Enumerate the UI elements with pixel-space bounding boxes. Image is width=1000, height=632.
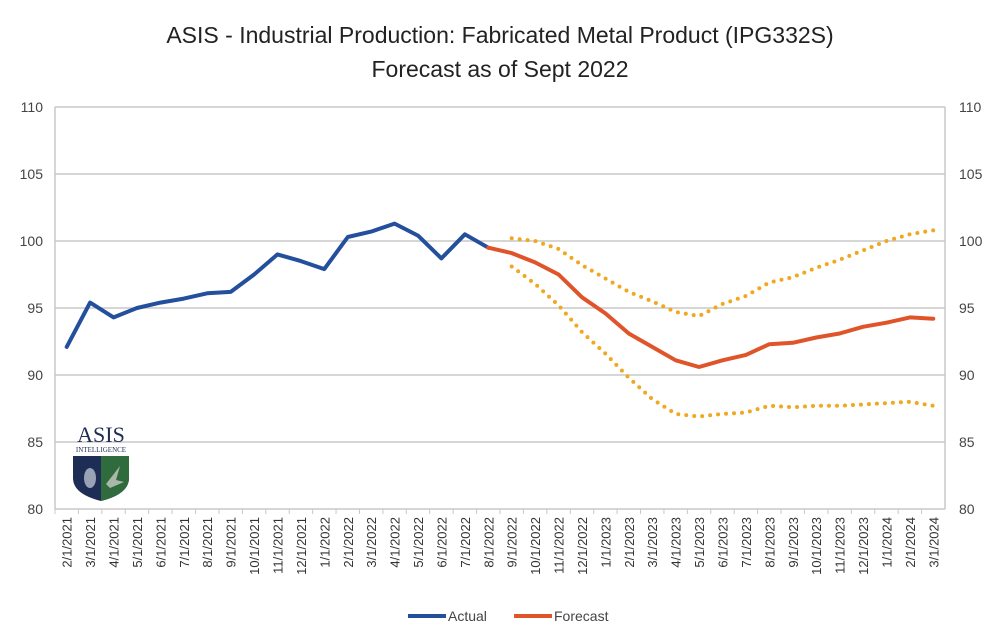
x-tick-label: 6/1/2021 [153, 517, 168, 568]
x-tick-label: 5/1/2022 [411, 517, 426, 568]
y-tick-label-left: 80 [27, 501, 43, 517]
x-tick-label: 11/1/2022 [552, 517, 567, 574]
y-tick-label-left: 90 [27, 367, 43, 383]
x-tick-label: 4/1/2021 [107, 517, 122, 568]
x-tick-label: 9/1/2023 [786, 517, 801, 568]
series-line-upper-bound [509, 228, 936, 318]
y-tick-label-right: 95 [959, 300, 975, 316]
legend-label: Forecast [554, 608, 609, 624]
x-tick-label: 6/1/2023 [716, 517, 731, 568]
x-tick-label: 4/1/2023 [669, 517, 684, 568]
x-tick-label: 8/1/2022 [481, 517, 496, 568]
legend-label: Actual [448, 608, 487, 624]
y-tick-label-right: 80 [959, 501, 975, 517]
x-tick-label: 5/1/2023 [692, 517, 707, 568]
x-tick-label: 2/1/2022 [341, 517, 356, 568]
x-tick-label: 8/1/2021 [200, 517, 215, 568]
x-tick-label: 7/1/2021 [177, 517, 192, 568]
x-tick-label: 12/1/2022 [575, 517, 590, 575]
x-tick-label: 4/1/2022 [388, 517, 403, 568]
y-tick-label-left: 100 [20, 233, 44, 249]
series-line-actual [64, 221, 491, 349]
chart-subtitle: Forecast as of Sept 2022 [371, 56, 629, 82]
y-tick-label-right: 85 [959, 434, 975, 450]
x-tick-label: 1/1/2024 [879, 517, 894, 568]
x-tick-label: 3/1/2021 [83, 517, 98, 568]
x-tick-label: 9/1/2021 [224, 517, 239, 568]
y-tick-label-right: 100 [959, 233, 983, 249]
x-tick-label: 2/1/2024 [903, 517, 918, 568]
y-tick-label-right: 105 [959, 166, 983, 182]
x-tick-label: 3/1/2024 [926, 517, 941, 568]
x-tick-label: 12/1/2021 [294, 517, 309, 575]
series-line-forecast [486, 245, 936, 369]
x-tick-label: 5/1/2021 [130, 517, 145, 568]
y-tick-label-right: 90 [959, 367, 975, 383]
y-tick-label-right: 110 [959, 99, 982, 115]
x-tick-label: 10/1/2023 [809, 517, 824, 575]
x-tick-label: 12/1/2023 [856, 517, 871, 575]
x-tick-label: 9/1/2022 [505, 517, 520, 568]
x-tick-label: 11/1/2023 [833, 517, 848, 574]
x-tick-label: 2/1/2021 [60, 517, 75, 568]
x-tick-label: 3/1/2022 [364, 517, 379, 568]
x-tick-label: 8/1/2023 [762, 517, 777, 568]
asis-logo: ASIS INTELLIGENCE [68, 424, 134, 507]
x-tick-label: 10/1/2022 [528, 517, 543, 575]
x-tick-label: 1/1/2023 [598, 517, 613, 568]
x-tick-label: 11/1/2021 [271, 517, 286, 574]
x-tick-label: 1/1/2022 [317, 517, 332, 568]
x-tick-label: 7/1/2022 [458, 517, 473, 568]
x-tick-label: 3/1/2023 [645, 517, 660, 568]
y-tick-label-left: 95 [27, 300, 43, 316]
y-tick-label-left: 85 [27, 434, 43, 450]
x-tick-label: 7/1/2023 [739, 517, 754, 568]
x-tick-label: 2/1/2023 [622, 517, 637, 568]
y-tick-label-left: 110 [21, 99, 44, 115]
y-tick-label-left: 105 [20, 166, 44, 182]
x-tick-label: 6/1/2022 [434, 517, 449, 568]
x-tick-label: 10/1/2021 [247, 517, 262, 575]
chart-title: ASIS - Industrial Production: Fabricated… [166, 22, 834, 48]
shield-icon [73, 456, 129, 501]
